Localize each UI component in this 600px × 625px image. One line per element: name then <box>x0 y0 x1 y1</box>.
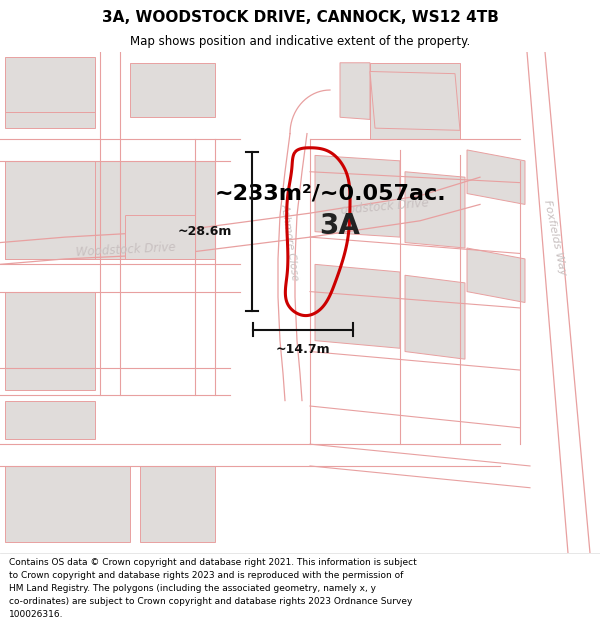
Polygon shape <box>370 62 460 139</box>
Polygon shape <box>130 216 165 259</box>
Polygon shape <box>405 172 465 248</box>
Text: 3A: 3A <box>320 213 361 240</box>
Polygon shape <box>5 161 195 259</box>
Polygon shape <box>370 71 460 131</box>
Polygon shape <box>5 292 95 389</box>
Polygon shape <box>100 161 215 259</box>
Text: ~233m²/~0.057ac.: ~233m²/~0.057ac. <box>215 184 446 204</box>
Text: Ashmore Close: Ashmore Close <box>280 203 301 282</box>
Text: oodstock Drive: oodstock Drive <box>340 196 429 217</box>
Text: Woodstock Drive: Woodstock Drive <box>75 241 176 259</box>
Polygon shape <box>5 466 130 542</box>
Polygon shape <box>125 216 195 259</box>
Polygon shape <box>140 466 215 542</box>
Polygon shape <box>467 150 525 204</box>
Polygon shape <box>315 264 400 348</box>
Polygon shape <box>130 62 215 118</box>
Text: Contains OS data © Crown copyright and database right 2021. This information is : Contains OS data © Crown copyright and d… <box>9 558 417 619</box>
Text: Foxfields Way: Foxfields Way <box>542 198 568 276</box>
Polygon shape <box>5 161 95 259</box>
Polygon shape <box>5 58 95 112</box>
Text: ~14.7m: ~14.7m <box>275 343 331 356</box>
Polygon shape <box>5 62 95 128</box>
Polygon shape <box>315 156 400 237</box>
Text: 3A, WOODSTOCK DRIVE, CANNOCK, WS12 4TB: 3A, WOODSTOCK DRIVE, CANNOCK, WS12 4TB <box>101 11 499 26</box>
Polygon shape <box>125 216 195 259</box>
Polygon shape <box>467 248 525 302</box>
Polygon shape <box>340 62 370 119</box>
Text: ~28.6m: ~28.6m <box>178 225 232 238</box>
Polygon shape <box>5 401 95 439</box>
Text: Map shows position and indicative extent of the property.: Map shows position and indicative extent… <box>130 35 470 48</box>
Polygon shape <box>405 275 465 359</box>
